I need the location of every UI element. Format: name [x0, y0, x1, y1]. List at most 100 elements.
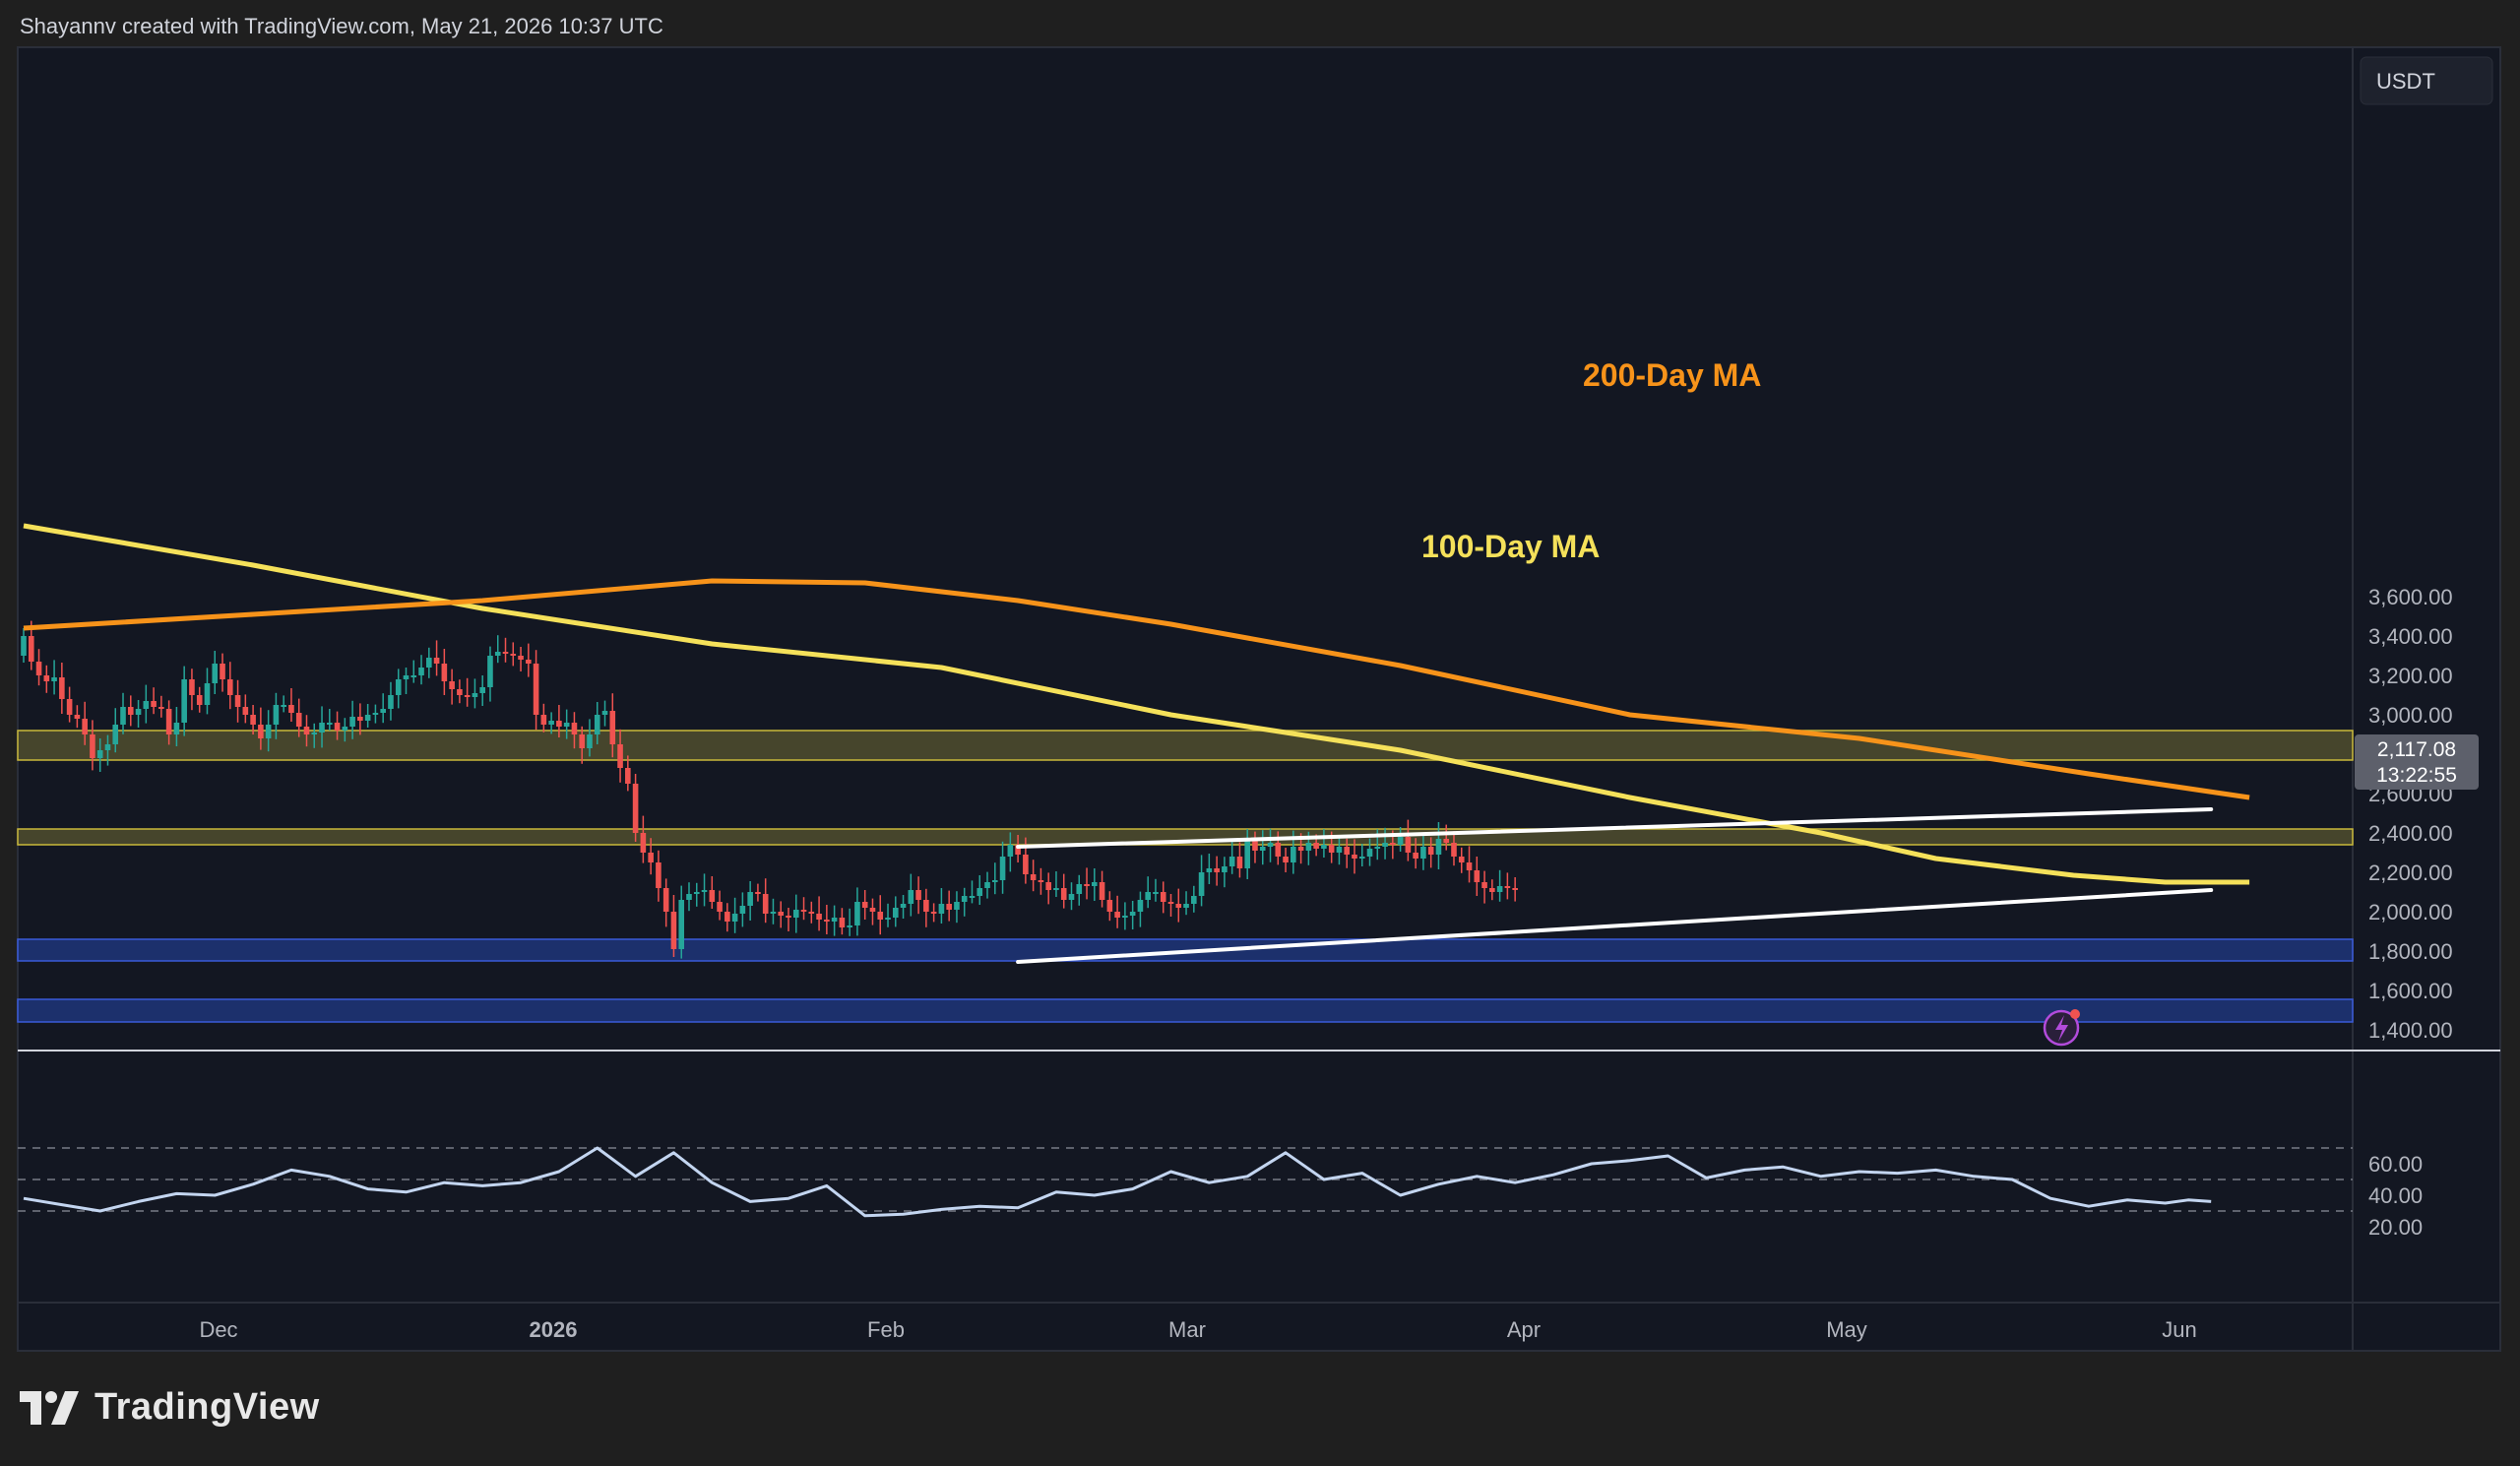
candle-body — [792, 910, 799, 918]
candle-body — [265, 725, 272, 738]
price-tick-label: 3,400.00 — [2368, 624, 2453, 649]
candle-body — [1129, 912, 1136, 916]
candle-body — [1305, 843, 1312, 851]
candle-body — [770, 912, 777, 914]
price-tick-label: 3,600.00 — [2368, 585, 2453, 609]
price-tick-label: 2,000.00 — [2368, 900, 2453, 924]
currency-button[interactable]: USDT — [2360, 56, 2493, 105]
candle-body — [662, 888, 669, 912]
candle-body — [342, 727, 348, 731]
candle-body — [648, 853, 654, 862]
candle-body — [816, 914, 822, 920]
candle-body — [563, 723, 570, 727]
candle-body — [930, 912, 937, 914]
candle-body — [1466, 862, 1473, 870]
candle-body — [1390, 843, 1396, 845]
candle-body — [1435, 839, 1442, 855]
candle-body — [1397, 837, 1404, 845]
candle-body — [1175, 904, 1182, 908]
candle-body — [778, 912, 785, 916]
candle-body — [693, 892, 700, 894]
candle-body — [220, 664, 225, 679]
candle-body — [418, 668, 424, 675]
candle-body — [1313, 843, 1319, 849]
candle-body — [1038, 880, 1044, 882]
candle-body — [1328, 845, 1335, 853]
candle-body — [839, 918, 846, 927]
candle-body — [234, 695, 241, 707]
candle-body — [158, 707, 164, 709]
candle-body — [472, 693, 478, 697]
candle-body — [800, 910, 807, 912]
candle-body — [1344, 847, 1351, 855]
zone-0 — [17, 730, 2354, 761]
candle-body — [1489, 888, 1495, 892]
candle-body — [1137, 900, 1144, 912]
candle-body — [181, 679, 187, 723]
candle-body — [1504, 886, 1511, 888]
candle-body — [1060, 888, 1067, 900]
attribution-text: Shayannv created with TradingView.com, M… — [20, 14, 663, 38]
candle-body — [1114, 912, 1120, 918]
candle-body — [999, 857, 1006, 880]
candle-body — [938, 904, 945, 914]
candle-body — [755, 892, 761, 894]
candle-body — [915, 890, 921, 900]
candle-body — [946, 904, 952, 910]
candle-body — [1191, 896, 1197, 904]
candle-body — [1275, 843, 1282, 857]
candle-body — [984, 882, 990, 888]
candle-body — [1451, 843, 1457, 857]
candle-body — [571, 723, 578, 734]
candle-body — [1252, 841, 1258, 851]
candle-body — [258, 725, 264, 738]
candle-body — [90, 734, 95, 758]
zone-3 — [17, 998, 2354, 1023]
trendline-0 — [1016, 807, 2214, 849]
candle-body — [1106, 900, 1113, 912]
price-chart[interactable]: 3,600.003,400.003,200.003,000.002,800.00… — [0, 0, 2520, 1359]
candle-body — [226, 679, 233, 695]
candle-body — [526, 660, 532, 664]
time-tick-label: Mar — [1168, 1317, 1206, 1342]
candle-body — [457, 689, 463, 695]
candle-body — [1283, 857, 1289, 862]
candle-body — [1443, 839, 1450, 843]
candle-body — [479, 687, 485, 693]
candle-body — [548, 721, 554, 725]
candle-body — [74, 715, 81, 719]
candle-body — [1228, 857, 1235, 866]
candle-body — [861, 902, 868, 908]
candle-body — [1045, 882, 1051, 890]
candle-body — [808, 912, 815, 914]
candle-body — [189, 679, 195, 695]
candle-body — [212, 664, 219, 683]
candle-body — [854, 902, 860, 925]
candle-body — [656, 862, 662, 888]
candle-body — [609, 711, 616, 744]
time-tick-label: Dec — [199, 1317, 237, 1342]
candle-body — [143, 701, 150, 709]
candle-body — [518, 656, 524, 660]
candle-body — [441, 664, 448, 681]
candle-body — [1267, 843, 1274, 847]
candle-body — [601, 711, 608, 715]
candle-body — [1092, 882, 1098, 886]
candle-body — [976, 888, 983, 896]
candle-body — [96, 750, 103, 758]
candle-body — [1007, 845, 1014, 857]
candle-body — [1099, 882, 1105, 900]
candle-body — [908, 890, 914, 904]
candle-body — [831, 918, 838, 922]
candle-body — [1512, 888, 1518, 890]
chart-panel — [17, 46, 2501, 1352]
candle-body — [104, 744, 111, 750]
candle-body — [1458, 857, 1465, 862]
candle-body — [731, 914, 738, 922]
price-tick-label: 2,400.00 — [2368, 821, 2453, 846]
rsi-tick-label: 20.00 — [2368, 1215, 2423, 1240]
price-tick-label: 1,600.00 — [2368, 979, 2453, 1003]
candle-body — [1068, 894, 1075, 900]
candle-body — [1358, 857, 1365, 859]
lightning-icon[interactable] — [2043, 1009, 2080, 1047]
